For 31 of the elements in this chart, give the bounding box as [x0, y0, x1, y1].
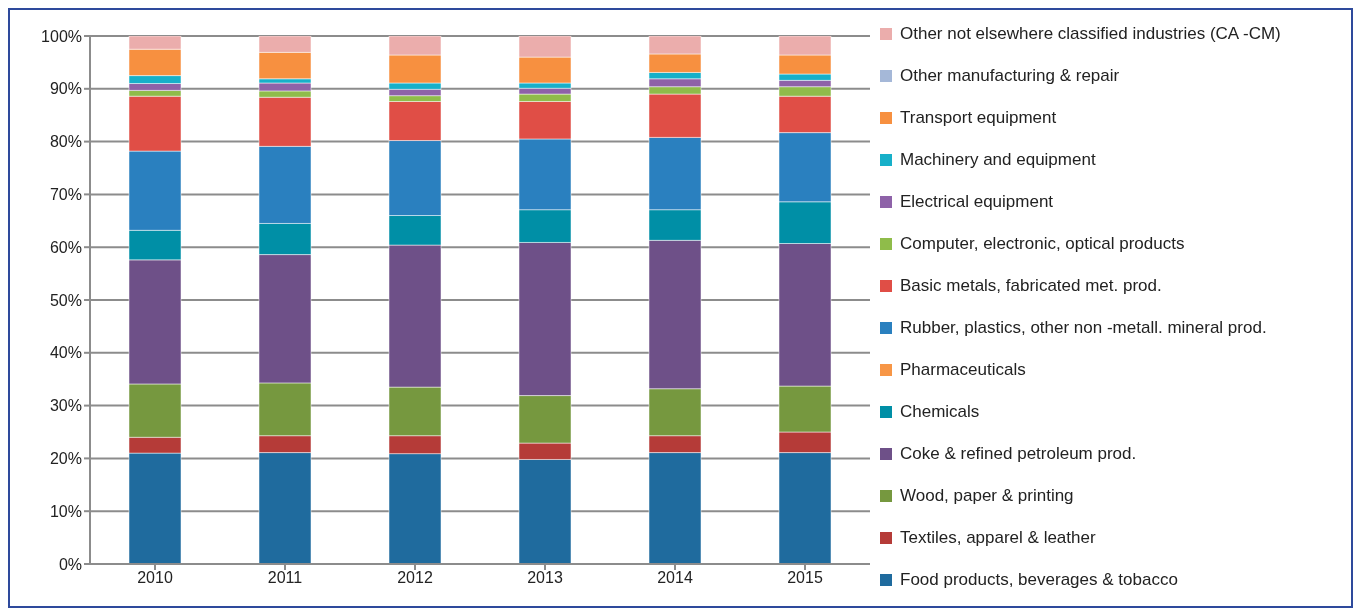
legend-label: Food products, beverages & tobacco [900, 570, 1178, 590]
legend-label: Textiles, apparel & leather [900, 528, 1096, 548]
x-tick-label: 2011 [267, 569, 303, 587]
legend-label: Chemicals [900, 402, 980, 422]
y-tick-label: 0% [58, 555, 82, 573]
legend-label: Pharmaceuticals [900, 360, 1026, 380]
y-tick-label: 80% [49, 133, 82, 151]
y-tick-label: 100% [41, 27, 82, 45]
legend-label: Wood, paper & printing [900, 486, 1074, 506]
y-tick-label: 90% [49, 80, 82, 98]
y-tick-label: 30% [49, 397, 82, 415]
legend-label: Rubber, plastics, other non -metall. mineral prod. [900, 318, 1267, 338]
y-tick-label: 50% [49, 291, 82, 309]
legend-label: Basic metals, fabricated met. prod. [900, 276, 1162, 296]
x-tick-label: 2010 [137, 569, 173, 587]
x-tick-label: 2015 [787, 569, 823, 587]
legend-label: Machinery and equipment [900, 150, 1096, 170]
y-tick-label: 10% [49, 502, 82, 520]
y-tick-label: 20% [49, 450, 82, 468]
y-tick-label: 40% [49, 344, 82, 362]
x-tick-label: 2014 [657, 569, 693, 587]
y-tick-label: 70% [49, 186, 82, 204]
y-tick-label: 60% [49, 238, 82, 256]
x-tick-label: 2012 [397, 569, 433, 587]
legend-label: Other manufacturing & repair [900, 66, 1120, 86]
legend-label: Transport equipment [900, 108, 1057, 128]
legend-label: Other not elsewhere classified industries (CA -CM) [900, 24, 1281, 44]
legend-label: Electrical equipment [900, 192, 1054, 212]
x-tick-label: 2013 [527, 569, 563, 587]
legend-label: Computer, electronic, optical products [900, 234, 1185, 254]
legend-label: Coke & refined petroleum prod. [900, 444, 1137, 464]
